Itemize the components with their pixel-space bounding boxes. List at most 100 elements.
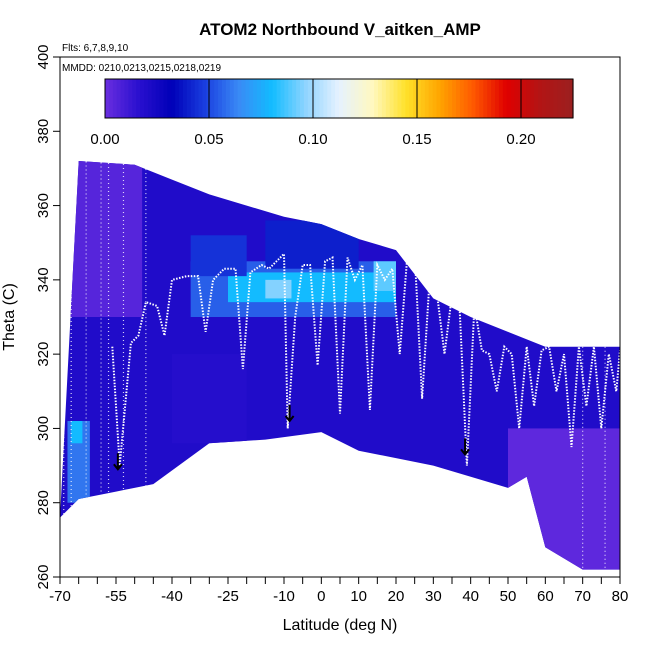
colorbar-segment xyxy=(487,79,492,118)
colorbar-segment xyxy=(475,79,480,118)
colorbar-tick-label: 0.15 xyxy=(402,131,431,148)
colorbar-segment xyxy=(307,79,313,118)
flights-note: Flts: 6,7,8,9,10 xyxy=(62,43,129,54)
y-tick-label: 300 xyxy=(35,416,52,441)
colorbar-segment xyxy=(171,79,176,118)
colorbar-segment xyxy=(459,79,465,118)
colorbar-segment xyxy=(218,79,223,118)
colorbar-segment xyxy=(463,79,469,118)
colorbar-segment xyxy=(335,79,340,118)
colorbar-segment xyxy=(409,79,414,118)
colorbar-segment xyxy=(159,79,165,118)
colorbar-segment xyxy=(366,79,371,118)
colorbar-segment xyxy=(241,79,246,118)
colorbar-tick-label: 0.00 xyxy=(90,131,119,148)
y-tick-label: 280 xyxy=(35,490,52,515)
colorbar-segment xyxy=(257,79,262,118)
heatmap-cell xyxy=(508,428,620,570)
x-tick-label: 10 xyxy=(350,588,367,605)
colorbar-segment xyxy=(261,79,266,118)
x-tick-label: 40 xyxy=(462,588,479,605)
colorbar-segment xyxy=(565,79,570,118)
colorbar-segment xyxy=(534,79,539,118)
colorbar-segment xyxy=(194,79,200,118)
y-tick-label: 380 xyxy=(35,119,52,144)
heatmap-cell xyxy=(190,235,247,277)
colorbar-segment xyxy=(479,79,484,118)
colorbar-segment xyxy=(526,79,531,118)
heatmap-cell xyxy=(265,220,359,269)
colorbar-segment xyxy=(354,79,360,118)
arrow-marker xyxy=(284,405,295,423)
colorbar-segment xyxy=(249,79,254,118)
colorbar-segment xyxy=(448,79,453,118)
colorbar-segment xyxy=(346,79,352,118)
colorbar-segment xyxy=(405,79,410,118)
x-axis-label: Latitude (deg N) xyxy=(283,617,398,634)
colorbar-segment xyxy=(147,79,153,118)
colorbar-segment xyxy=(245,79,250,118)
y-tick-label: 400 xyxy=(35,44,52,69)
colorbar-segment xyxy=(175,79,180,118)
colorbar-segment xyxy=(132,79,137,118)
x-tick-label: 20 xyxy=(388,588,405,605)
colorbar-segment xyxy=(276,79,282,118)
colorbar-segment xyxy=(393,79,399,118)
arrow-marker xyxy=(460,438,470,457)
colorbar-segment xyxy=(510,79,516,118)
colorbar-segment xyxy=(264,79,270,118)
arrow-marker xyxy=(113,453,123,471)
colorbar-segment xyxy=(311,79,317,118)
colorbar-segment xyxy=(112,79,118,118)
colorbar-segment xyxy=(210,79,215,118)
colorbar-segment xyxy=(303,79,309,118)
colorbar-segment xyxy=(319,79,324,118)
colorbar-segment xyxy=(155,79,161,118)
colorbar-segment xyxy=(444,79,449,118)
colorbar-segment xyxy=(136,79,141,118)
colorbar-segment xyxy=(401,79,406,118)
colorbar-tick-label: 0.10 xyxy=(298,131,327,148)
colorbar-segment xyxy=(292,79,297,118)
x-tick-label: 80 xyxy=(612,588,629,605)
colorbar-segment xyxy=(144,79,149,118)
colorbar-segment xyxy=(452,79,457,118)
colorbar-segment xyxy=(358,79,363,118)
x-tick-label: -40 xyxy=(161,588,183,605)
y-tick-label: 360 xyxy=(35,193,52,218)
colorbar-segment xyxy=(495,79,500,118)
colorbar-segment xyxy=(124,79,129,118)
colorbar-tick-label: 0.05 xyxy=(194,131,223,148)
colorbar-segment xyxy=(397,79,402,118)
colorbar-segment xyxy=(502,79,508,118)
colorbar-segment xyxy=(339,79,344,118)
colorbar-segment xyxy=(436,79,441,118)
colorbar-segment xyxy=(413,79,418,118)
x-axis: -70 -55 -40 -25 -10 0 10 20 30 40 50 60 70 80 xyxy=(49,577,628,605)
colorbar-segment xyxy=(253,79,258,118)
colorbar-segment xyxy=(315,79,321,118)
colorbar-segment xyxy=(296,79,301,118)
colorbar-segment xyxy=(280,79,285,118)
colorbar-segment xyxy=(498,79,504,118)
colorbar-segment xyxy=(537,79,543,118)
colorbar-segment xyxy=(549,79,555,118)
heatmap-cell xyxy=(265,279,292,299)
heatmap-cell xyxy=(172,354,247,444)
colorbar-segment xyxy=(105,79,110,118)
x-tick-label: 0 xyxy=(317,588,325,605)
colorbar-segment xyxy=(198,79,204,118)
colorbar-segment xyxy=(331,79,336,118)
colorbar-segment xyxy=(569,79,574,118)
y-axis-label: Theta (C) xyxy=(1,283,18,351)
colorbar: 0.00 0.05 0.10 0.15 0.20 xyxy=(90,78,574,148)
colorbar-segment xyxy=(420,79,426,118)
colorbar-segment xyxy=(557,79,562,118)
flight-track xyxy=(111,251,620,466)
colorbar-segment xyxy=(424,79,430,118)
flight-track-layer xyxy=(63,161,620,570)
colorbar-segment xyxy=(179,79,184,118)
colorbar-segment xyxy=(467,79,473,118)
colorbar-segment xyxy=(381,79,387,118)
y-axis: 260 280 300 320 340 360 380 400 xyxy=(35,44,60,590)
